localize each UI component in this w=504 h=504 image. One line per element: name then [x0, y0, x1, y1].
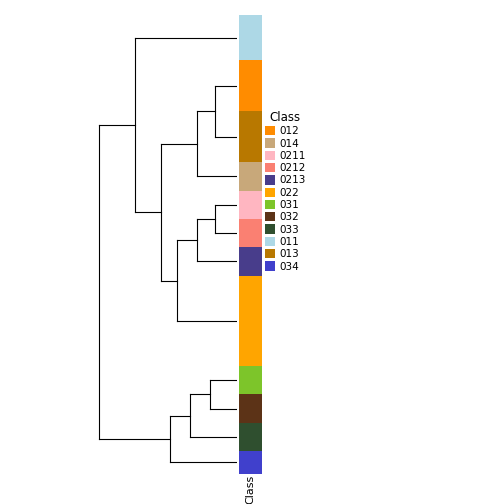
Bar — [239, 366, 262, 395]
Bar — [239, 423, 262, 451]
Bar — [239, 276, 262, 366]
Bar — [239, 451, 262, 474]
Legend: 012, 014, 0211, 0212, 0213, 022, 031, 032, 033, 011, 013, 034: 012, 014, 0211, 0212, 0213, 022, 031, 03… — [265, 111, 305, 272]
Bar — [239, 162, 262, 191]
Bar — [239, 219, 262, 247]
Bar — [239, 111, 262, 162]
Bar — [239, 15, 262, 60]
Bar — [239, 247, 262, 276]
Bar — [239, 191, 262, 219]
Bar — [239, 60, 262, 111]
Bar — [239, 395, 262, 423]
